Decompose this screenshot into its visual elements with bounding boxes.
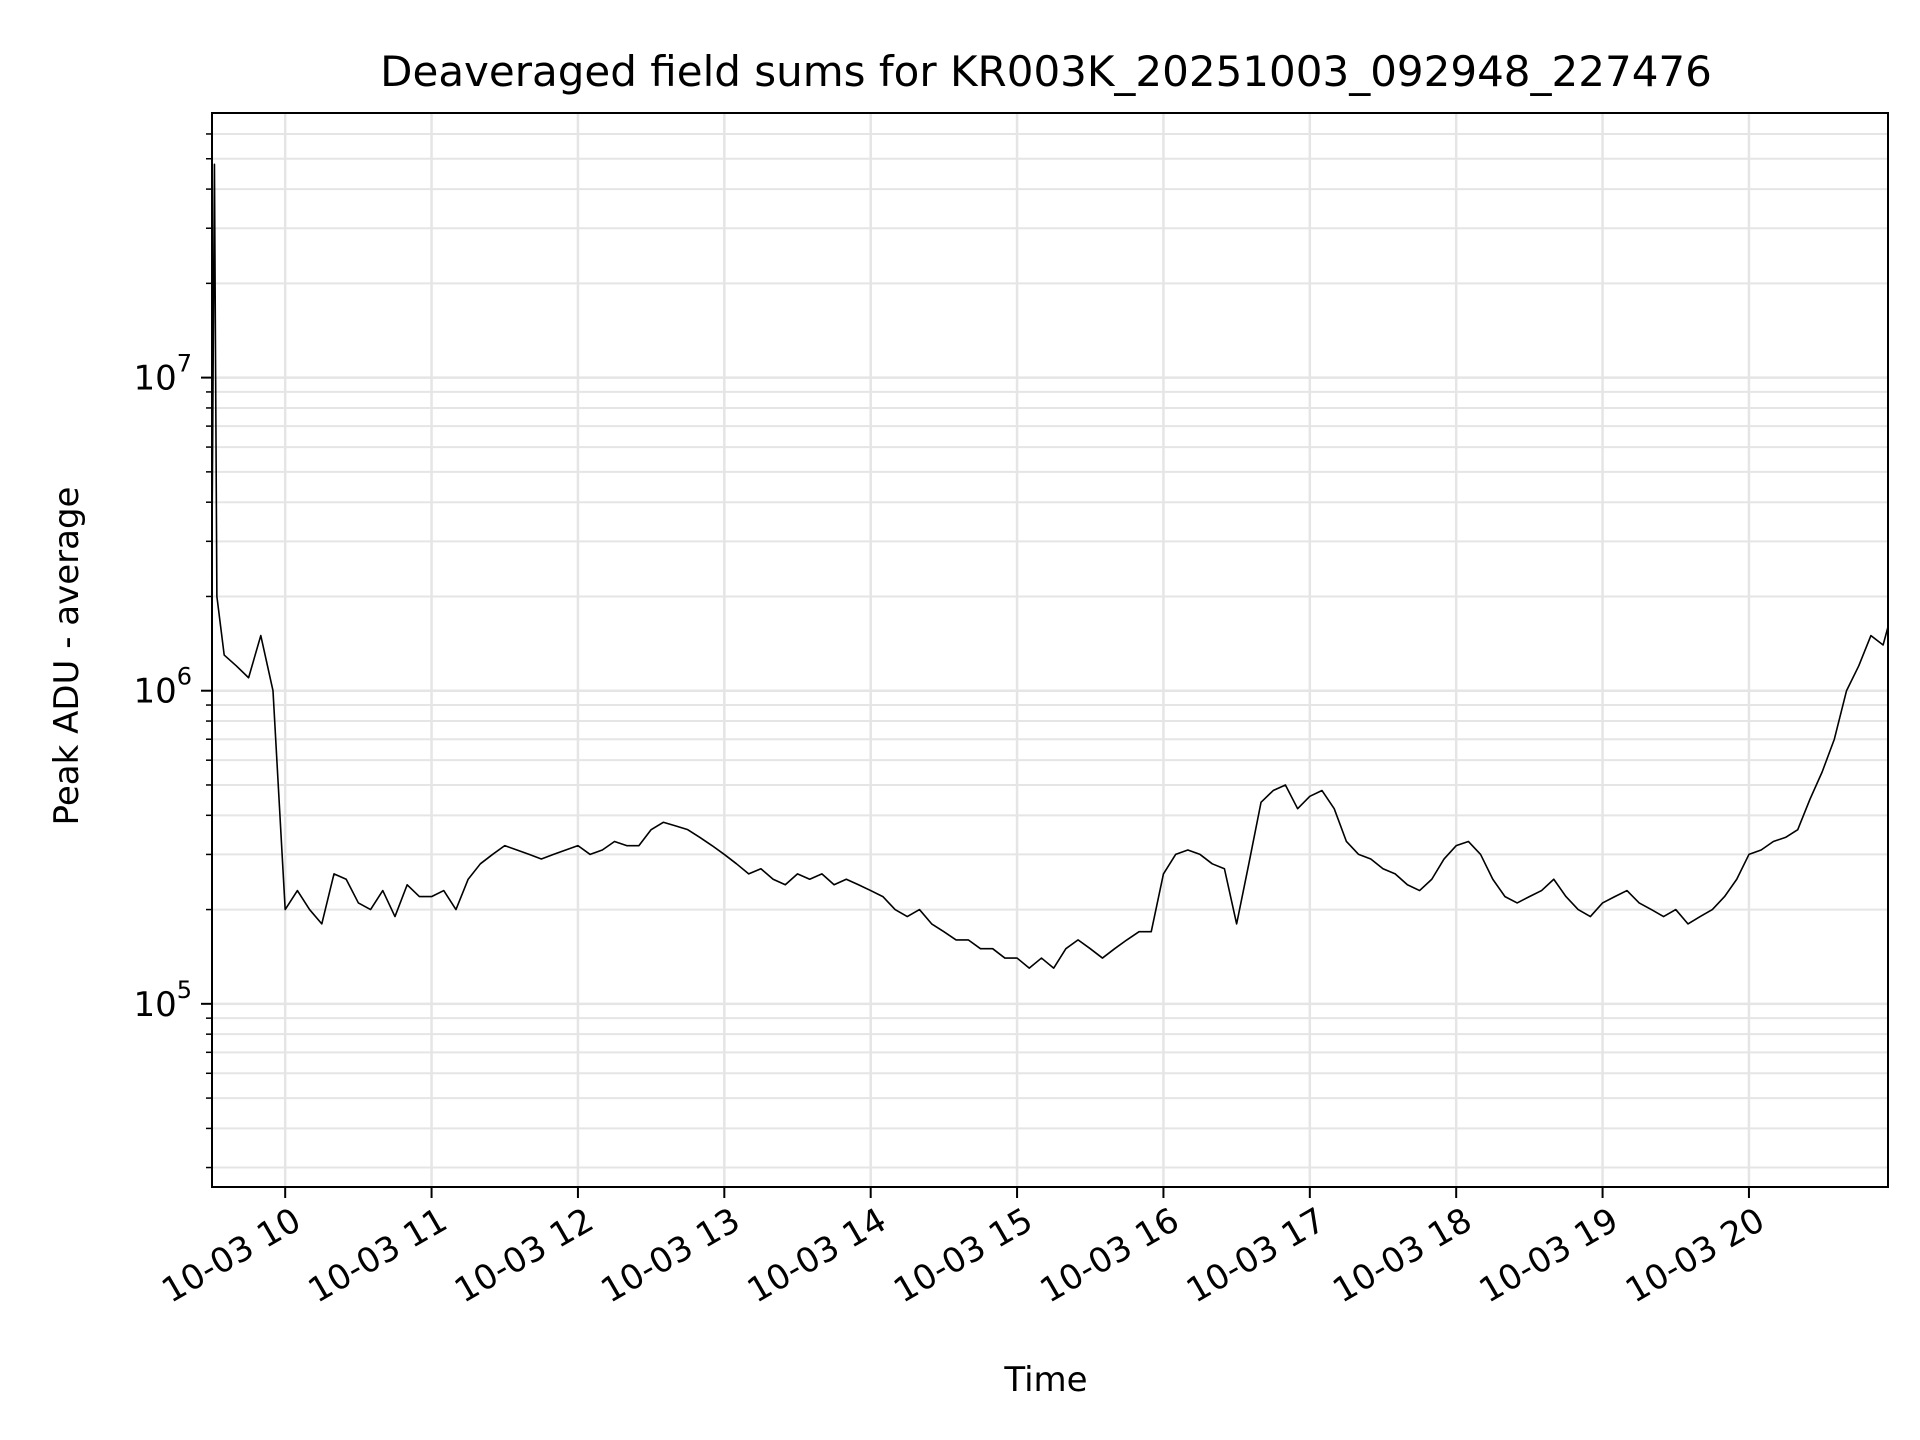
y-tick-label: 107	[133, 350, 192, 399]
x-axis-label: Time	[1003, 1360, 1087, 1400]
y-tick-label: 106	[133, 663, 192, 712]
series-layer	[211, 163, 1889, 969]
y-tick-base: 10	[133, 672, 176, 712]
y-tick-exponent: 5	[177, 976, 192, 1004]
series-line-0	[211, 163, 1889, 969]
chart-title: Deaveraged field sums for KR003K_2025100…	[380, 47, 1712, 96]
y-tick-exponent: 6	[177, 663, 192, 691]
y-tick-label: 105	[133, 976, 192, 1025]
y-axis-label: Peak ADU - average	[47, 487, 87, 826]
plot-frame	[211, 112, 1889, 1188]
y-tick-base: 10	[133, 985, 176, 1025]
y-tick-base: 10	[133, 359, 176, 399]
y-tick-exponent: 7	[177, 350, 192, 378]
